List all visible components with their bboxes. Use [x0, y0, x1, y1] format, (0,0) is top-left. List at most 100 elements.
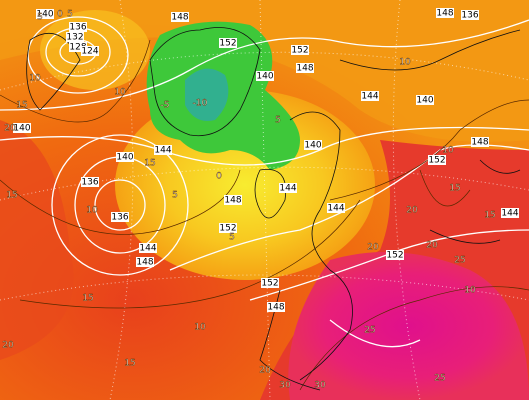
label-box: [36, 9, 54, 19]
temperature-label: 15: [16, 101, 27, 111]
temperature-label: 15: [144, 159, 155, 169]
field-magenta: [288, 252, 529, 400]
field-blue: [185, 68, 229, 121]
temperature-label: 20: [2, 341, 14, 351]
temperature-label: 5: [67, 10, 73, 20]
geopotential-label: 152: [386, 251, 403, 261]
label-box: [267, 302, 285, 312]
temperature-label: 5: [229, 233, 235, 243]
temperature-label: -5: [161, 101, 170, 111]
geopotential-label: 140: [13, 124, 30, 134]
label-box: [224, 195, 242, 205]
temperature-label: 20: [406, 206, 418, 216]
temperature-label: 25: [454, 256, 465, 266]
label-box: [171, 12, 189, 22]
label-box: [416, 95, 434, 105]
geopotential-label: 128: [69, 43, 86, 53]
label-box: [436, 8, 454, 18]
geopotential-label: 140: [416, 96, 433, 106]
label-box: [219, 223, 237, 233]
geopotential-label: 140: [36, 10, 53, 20]
label-box: [111, 212, 129, 222]
geopotential-label: 148: [224, 196, 241, 206]
geopotential-label: 148: [267, 303, 284, 313]
geopotential-label: 136: [69, 23, 86, 33]
temperature-label: 10: [114, 88, 126, 98]
temperature-label: 20: [259, 366, 271, 376]
geopotential-label: 140: [256, 72, 273, 82]
label-box: [461, 10, 479, 20]
geopotential-label: 152: [291, 46, 308, 56]
field-red-west: [0, 120, 74, 360]
temperature-label: 20: [367, 243, 379, 253]
label-box: [304, 140, 322, 150]
label-box: [261, 278, 279, 288]
label-box: [386, 250, 404, 260]
geopotential-label: 144: [361, 92, 378, 102]
temperature-label: 5: [172, 191, 178, 201]
geopotential-label: 152: [219, 224, 236, 234]
temperature-label: 25: [364, 326, 375, 336]
geopotential-label: 132: [66, 33, 83, 43]
geopotential-label: 148: [471, 138, 488, 148]
geopotential-label: 152: [261, 279, 278, 289]
label-box: [154, 145, 172, 155]
temperature-label: 20: [426, 241, 438, 251]
label-box: [219, 38, 237, 48]
label-box: [139, 243, 157, 253]
temperature-label: 20: [4, 124, 16, 134]
label-box: [81, 177, 99, 187]
temperature-label: 10: [399, 58, 411, 68]
temperature-label: 30: [314, 381, 326, 391]
geopotential-label: 124: [81, 47, 98, 57]
temperature-label: 30: [279, 381, 291, 391]
label-box: [471, 137, 489, 147]
label-box: [136, 257, 154, 267]
temperature-label: 10: [464, 286, 476, 296]
geopotential-label: 148: [171, 13, 188, 23]
geopotential-label: 136: [81, 178, 98, 188]
temperature-label: 0: [57, 10, 63, 20]
geopotential-label: 148: [136, 258, 153, 268]
geopotential-label: 144: [139, 244, 156, 254]
temperature-label: 25: [434, 374, 445, 384]
label-box: [81, 46, 99, 56]
label-box: [501, 208, 519, 218]
geopotential-label: 140: [304, 141, 321, 151]
geopotential-label: 144: [279, 184, 296, 194]
temperature-label: 15: [124, 359, 135, 369]
label-box: [66, 32, 84, 42]
temperature-label: 0: [216, 172, 222, 182]
geopotential-label: 140: [116, 153, 133, 163]
label-box: [13, 123, 31, 133]
geopotential-label: 148: [436, 9, 453, 19]
geopotential-label: 148: [296, 64, 313, 74]
label-box: [428, 155, 446, 165]
temperature-label: 10: [442, 146, 454, 156]
label-box: [256, 71, 274, 81]
temperature-label: 15: [484, 211, 495, 221]
label-box: [291, 45, 309, 55]
geopotential-label: 136: [111, 213, 128, 223]
label-box: [69, 42, 87, 52]
temperature-label: 5: [275, 116, 281, 126]
temperature-label: 10: [194, 323, 206, 333]
label-box: [116, 152, 134, 162]
temperature-label: 10: [29, 74, 41, 84]
label-box: [296, 63, 314, 73]
temperature-label: 5: [37, 13, 43, 23]
label-box: [69, 22, 87, 32]
temperature-label: 15: [6, 191, 17, 201]
label-box: [279, 183, 297, 193]
label-box: [327, 203, 345, 213]
geopotential-label: 152: [428, 156, 445, 166]
temperature-label: -10: [193, 99, 208, 109]
coastlines: [26, 27, 521, 391]
geopotential-label: 136: [461, 11, 478, 21]
geopotential-label: 144: [327, 204, 344, 214]
temperature-contours: [0, 39, 529, 391]
temperature-label: 15: [82, 294, 93, 304]
